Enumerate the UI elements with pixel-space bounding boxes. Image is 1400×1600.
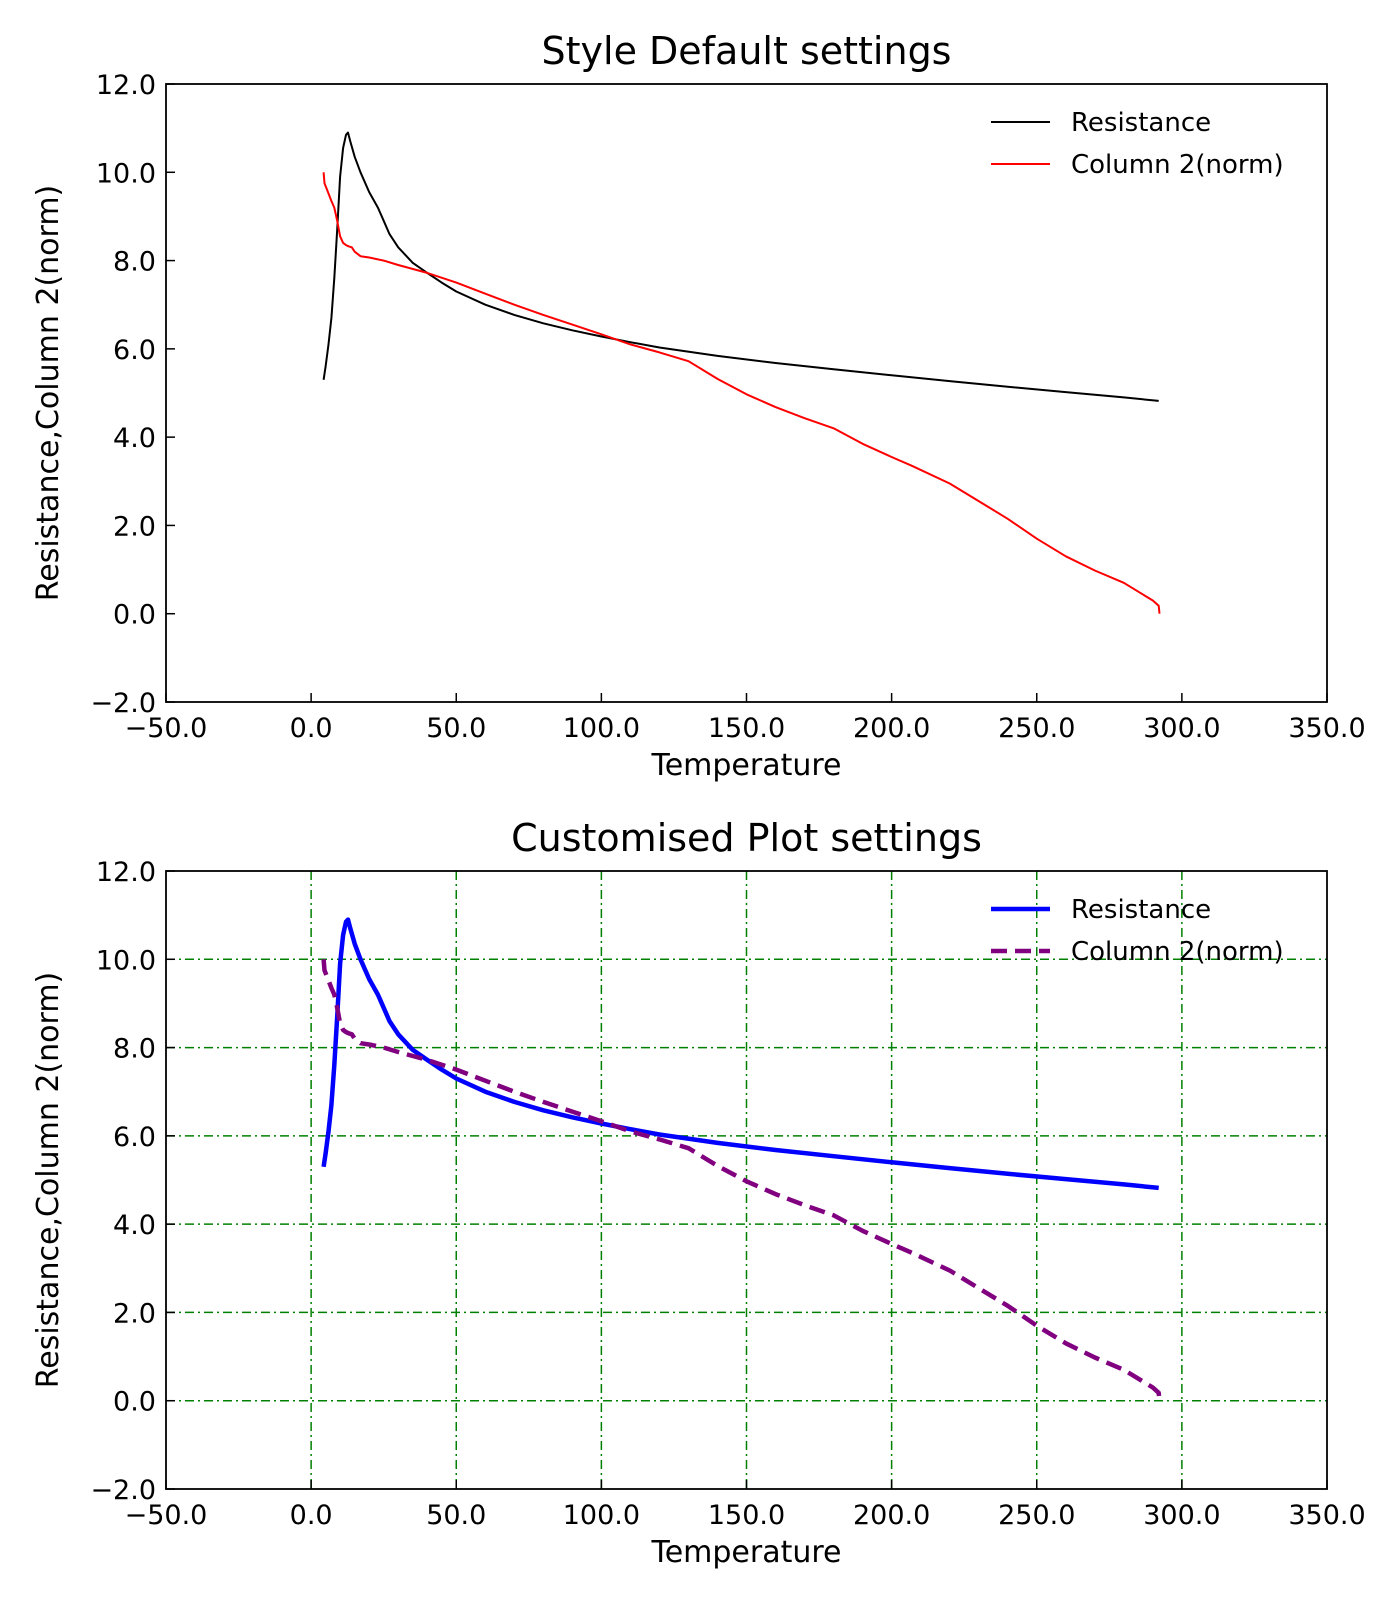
x-tick-label: 200.0 [853, 1500, 930, 1531]
y-tick-label: 6.0 [113, 1122, 156, 1153]
y-axis-label: Resistance,Column 2(norm) [31, 972, 66, 1389]
x-tick-label: 350.0 [1288, 713, 1365, 744]
legend-label: Resistance [1071, 108, 1211, 138]
x-tick-label: 250.0 [998, 713, 1075, 744]
y-tick-label: 4.0 [113, 423, 156, 454]
y-tick-label: 0.0 [113, 1387, 156, 1418]
y-tick-label: 8.0 [113, 1034, 156, 1065]
x-axis-label: Temperature [650, 1535, 841, 1570]
y-tick-label: −2.0 [90, 1475, 156, 1506]
x-tick-label: 250.0 [998, 1500, 1075, 1531]
series-line-column-2-norm [322, 172, 1161, 614]
x-axis-label: Temperature [650, 748, 841, 783]
y-tick-label: 4.0 [113, 1210, 156, 1241]
x-tick-label: 200.0 [853, 713, 930, 744]
series-line-resistance [321, 917, 1159, 1191]
x-tick-label: −50.0 [125, 713, 208, 744]
legend: Resistance Column 2(norm) [991, 895, 1284, 967]
x-tick-label: 100.0 [563, 1500, 640, 1531]
x-tick-label: 300.0 [1143, 713, 1220, 744]
x-tick-label: −50.0 [125, 1500, 208, 1531]
chart-customised: Customised Plot settings −50.0 0.0 50.0 100.… [31, 816, 1366, 1570]
y-tick-label: 10.0 [96, 945, 156, 976]
series-line-resistance [322, 131, 1159, 402]
y-tick-label: 6.0 [113, 335, 156, 366]
x-tick-label: 300.0 [1143, 1500, 1220, 1531]
legend-label: Column 2(norm) [1071, 937, 1284, 967]
legend-label: Resistance [1071, 895, 1211, 925]
y-tick-label: 12.0 [96, 70, 156, 101]
series-line-column-2-norm [321, 959, 1162, 1401]
y-axis-label: Resistance,Column 2(norm) [31, 185, 66, 602]
legend-label: Column 2(norm) [1071, 150, 1284, 180]
x-tick-label: 150.0 [708, 1500, 785, 1531]
x-tick-label: 50.0 [426, 713, 486, 744]
y-tick-label: −2.0 [90, 688, 156, 719]
y-tick-label: 2.0 [113, 511, 156, 542]
x-tick-label: 350.0 [1288, 1500, 1365, 1531]
legend: Resistance Column 2(norm) [991, 108, 1284, 180]
x-tick-label: 0.0 [290, 1500, 333, 1531]
y-tick-label: 2.0 [113, 1298, 156, 1329]
x-tick-label: 0.0 [290, 713, 333, 744]
chart-style-default: Style Default settings −50.0 0.0 50.0 100.0 1… [31, 29, 1366, 783]
chart-title: Style Default settings [542, 29, 952, 73]
x-tick-label: 150.0 [708, 713, 785, 744]
x-tick-label: 50.0 [426, 1500, 486, 1531]
y-tick-label: 8.0 [113, 247, 156, 278]
y-tick-label: 12.0 [96, 857, 156, 888]
chart-title: Customised Plot settings [511, 816, 982, 860]
y-tick-label: 10.0 [96, 158, 156, 189]
y-tick-label: 0.0 [113, 600, 156, 631]
x-tick-label: 100.0 [563, 713, 640, 744]
